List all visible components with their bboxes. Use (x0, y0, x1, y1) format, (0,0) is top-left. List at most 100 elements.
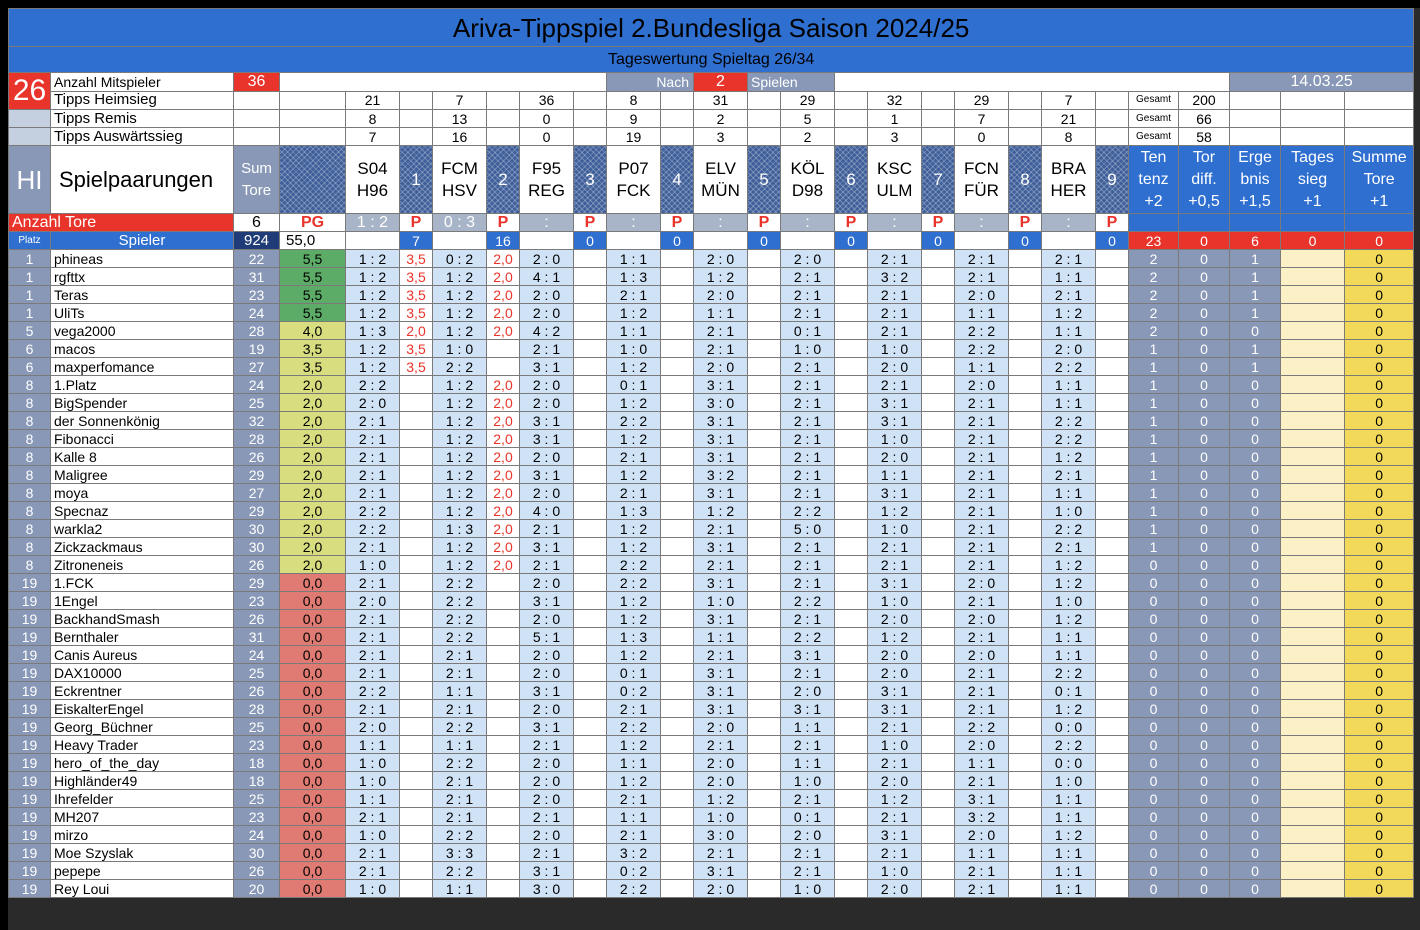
player-tipp: 2 : 1 (519, 735, 574, 754)
tipp-points (1095, 249, 1129, 268)
tipp-points: 2,0 (486, 285, 520, 304)
stat-tordiff: 0 (1178, 267, 1230, 286)
tipp-home: 2 (532, 520, 541, 537)
player-name: DAX10000 (50, 663, 234, 682)
stat-tagessieg (1280, 789, 1345, 808)
tipp-away: 1 (552, 862, 561, 879)
tipp-home: 2 (793, 592, 802, 609)
player-tipp: 1 : 2 (693, 267, 748, 286)
player-tipp: 2 : 2 (606, 573, 661, 592)
player-tipp: 0 : 2 (432, 249, 487, 268)
tipp-home: 1 (967, 358, 976, 375)
tipp-home: 1 (358, 322, 367, 339)
tipp-away: 1 (552, 268, 561, 285)
tipp-points (1008, 717, 1042, 736)
tipp-points (573, 699, 607, 718)
blank-cell (1041, 231, 1096, 250)
tipp-away: 1 (900, 718, 909, 735)
player-sum: 29 (233, 465, 280, 484)
sum-label: Sum (241, 159, 272, 177)
tipp-points (399, 411, 433, 430)
player-tipp: 2 : 1 (954, 483, 1009, 502)
tipp-count: 7 (345, 127, 400, 146)
blank-cell (279, 109, 346, 128)
tipp-home: 2 (619, 826, 628, 843)
tipp-home: 2 (706, 250, 715, 267)
player-tipp: 2 : 1 (693, 645, 748, 664)
stat-summe-tore: 0 (1343, 393, 1415, 412)
tipp-points (486, 753, 520, 772)
player-tipp: 2 : 0 (954, 285, 1009, 304)
tipp-home: 2 (358, 610, 367, 627)
tipp-home: 2 (1054, 538, 1063, 555)
tipp-away: 1 (639, 754, 648, 771)
tipp-away: 0 (552, 574, 561, 591)
tipp-points (1008, 321, 1042, 340)
tipp-points (1008, 627, 1042, 646)
tipp-away: 0 (1074, 340, 1083, 357)
player-tipp: 1 : 1 (606, 807, 661, 826)
tipp-home: 1 (358, 340, 367, 357)
tipp-points: 3,5 (399, 285, 433, 304)
player-tipp: 2 : 0 (519, 573, 574, 592)
stat-total: 0 (1280, 231, 1345, 250)
tipp-home: 1 (445, 556, 454, 573)
blank-cell (921, 109, 955, 128)
tipp-away: 2 (639, 466, 648, 483)
tipp-home: 2 (880, 448, 889, 465)
blank-cell (1280, 109, 1345, 128)
tipp-points (1095, 447, 1129, 466)
tipp-away: 1 (552, 358, 561, 375)
player-tipp: 1 : 1 (693, 303, 748, 322)
blank-cell (1280, 90, 1345, 110)
tipp-home: 1 (619, 520, 628, 537)
p-label: P (486, 213, 520, 232)
tipp-home: 2 (967, 880, 976, 897)
player-tipp: 2 : 0 (954, 735, 1009, 754)
match-points: 16 (486, 231, 520, 250)
player-pg: 2,0 (279, 465, 346, 484)
tipp-home: 1 (358, 250, 367, 267)
tipp-count: 19 (606, 127, 661, 146)
tipp-home: 2 (880, 538, 889, 555)
player-tipp: 2 : 0 (867, 645, 922, 664)
player-tipp: 2 : 0 (519, 303, 574, 322)
tipp-away: 0 (552, 790, 561, 807)
player-tipp: 1 : 0 (606, 339, 661, 358)
tipp-points (921, 771, 955, 790)
tipp-points (747, 717, 781, 736)
tipp-points: 3,5 (399, 303, 433, 322)
player-tipp: 1 : 1 (606, 249, 661, 268)
tipp-home: 1 (445, 394, 454, 411)
tipp-home: 2 (532, 700, 541, 717)
tipp-home: 1 (445, 736, 454, 753)
tipp-away: 2 (1074, 430, 1083, 447)
tipp-away: 0 (726, 772, 735, 789)
blank-cell (1343, 90, 1415, 110)
tipp-away: 2 (1074, 736, 1083, 753)
tipp-home: 2 (967, 466, 976, 483)
player-sum: 24 (233, 375, 280, 394)
tipp-away: 3 (465, 844, 474, 861)
tipp-home: 2 (445, 610, 454, 627)
player-tipp: 3 : 1 (693, 375, 748, 394)
stat-tagessieg (1280, 807, 1345, 826)
tipp-points (921, 465, 955, 484)
tipp-count: 5 (780, 109, 835, 128)
tipp-points (921, 681, 955, 700)
tipp-points (399, 609, 433, 628)
player-tipp: 1 : 2 (606, 393, 661, 412)
tipp-away: 1 (813, 358, 822, 375)
stat-ergebnis: 1 (1229, 357, 1281, 376)
tipp-away: 1 (987, 682, 996, 699)
home-team: FCN (964, 158, 999, 178)
player-tipp: 2 : 2 (954, 321, 1009, 340)
tipp-away: 1 (900, 286, 909, 303)
tipp-points (399, 447, 433, 466)
tipp-points (921, 339, 955, 358)
player-tipp: 2 : 0 (519, 699, 574, 718)
